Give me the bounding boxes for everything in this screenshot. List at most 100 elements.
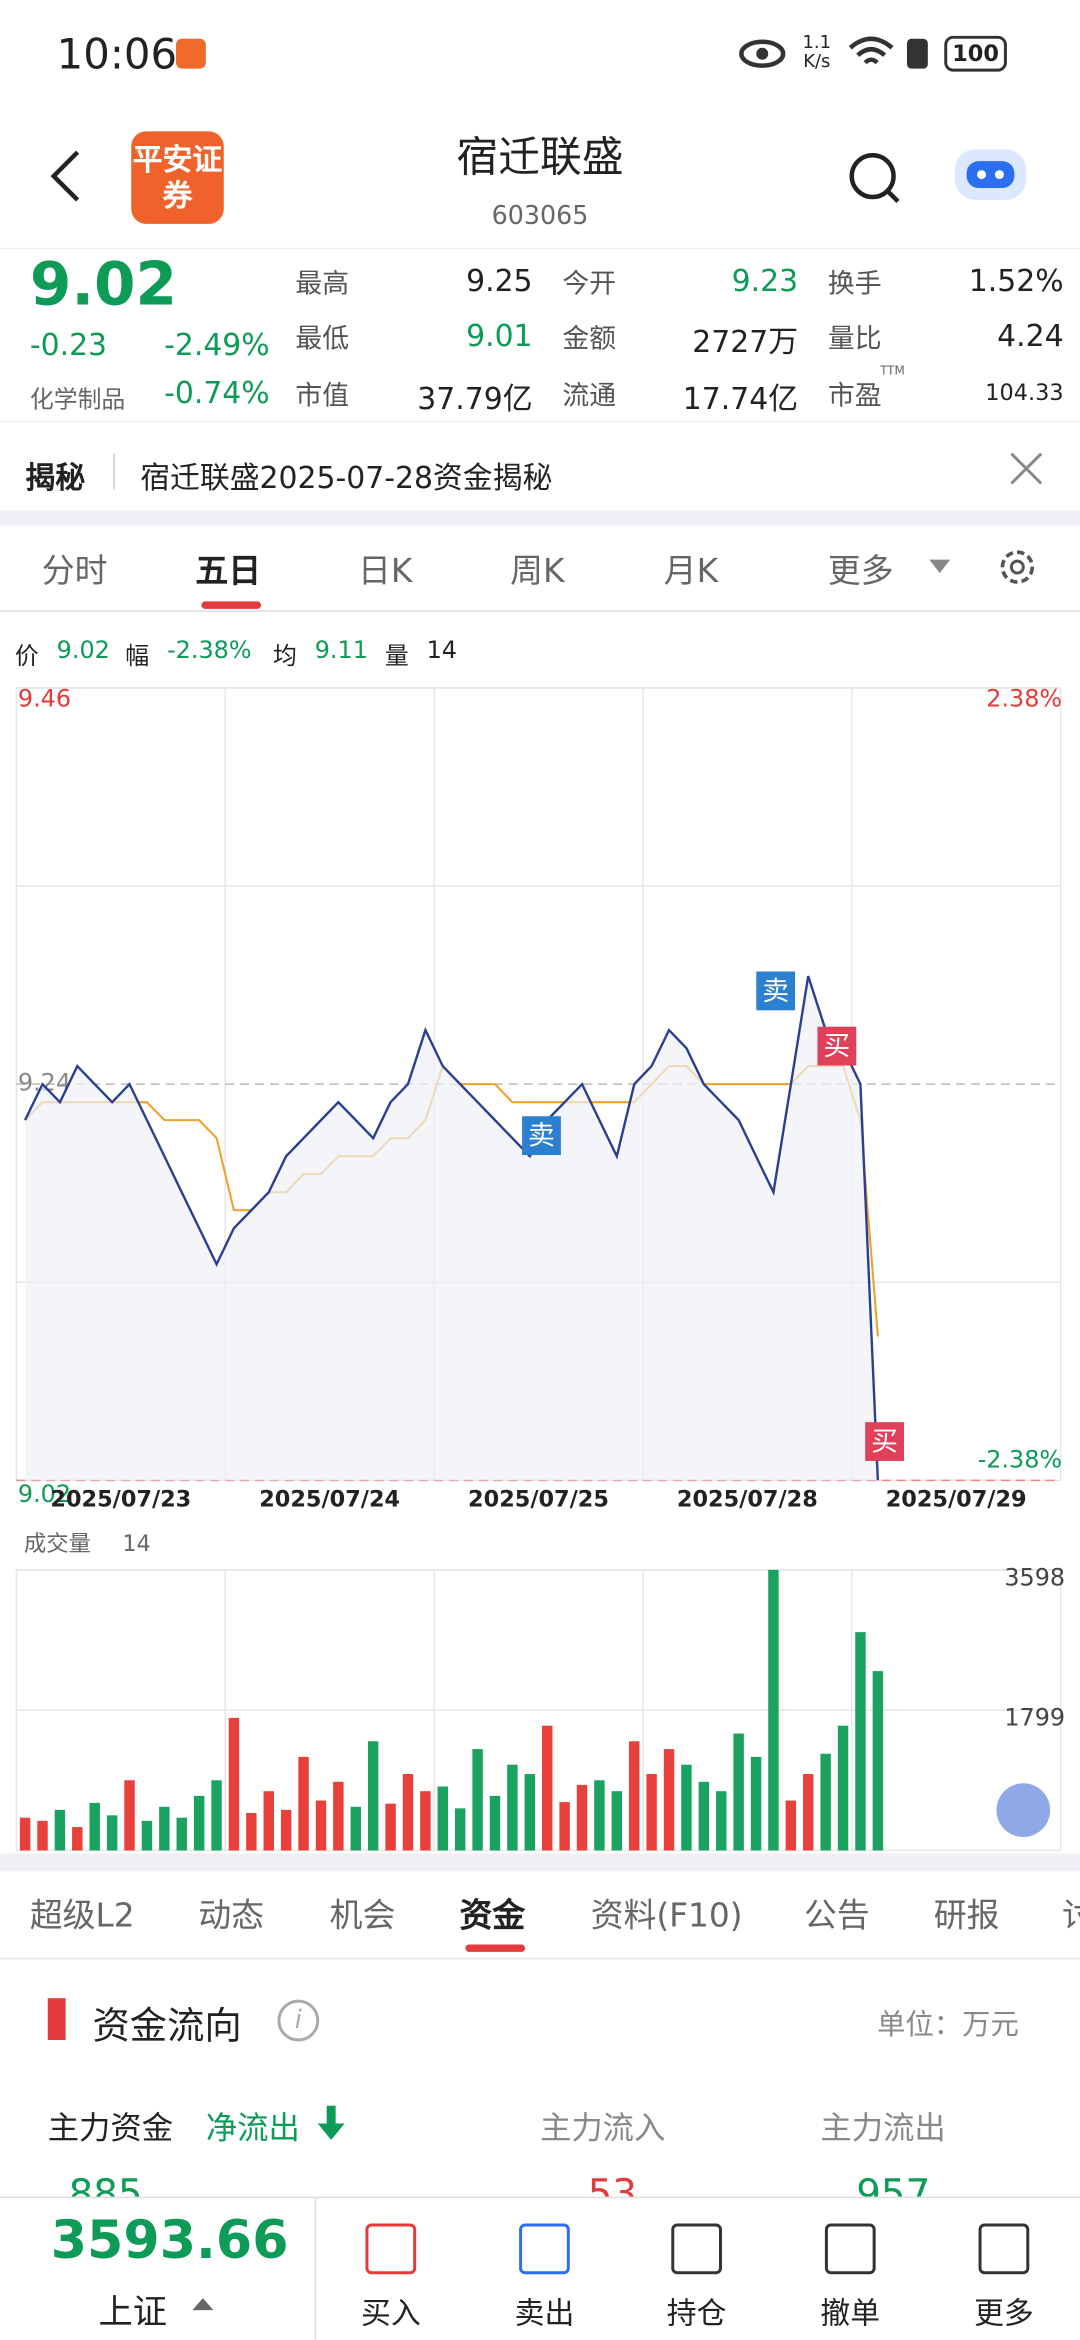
search[interactable] [844,149,904,209]
time: 10:06 [56,29,178,80]
price-line [23,975,880,1481]
info-tab[interactable]: 机会 [329,1898,396,1936]
info-tab[interactable]: 讨 [1062,1889,1080,1937]
info-tab[interactable]: 资料(F10) [590,1898,743,1936]
volume-bar [367,1741,379,1851]
volume-bar [472,1749,483,1851]
volume-bar [594,1780,605,1851]
broker-logo: 平安证券 [131,131,224,224]
chart-tab[interactable]: 周K [510,553,565,591]
volume-bar [385,1803,396,1851]
y-tick-label: 3598 [1004,1563,1065,1591]
trade-marker-label: 卖 [762,976,789,1007]
stat-value: 17.74亿 [682,380,799,417]
stat-label: 流通 [562,380,617,412]
expand[interactable] [996,1783,1051,1838]
volume-bar [837,1725,849,1851]
volume-bar [19,1817,31,1851]
info-icon[interactable]: i [277,1999,320,2042]
volume-bar [420,1791,431,1851]
ttm: TTM [880,364,905,378]
info-tab[interactable]: 超级L2 [29,1898,135,1936]
tab-underline [201,601,262,609]
info-value: 9.02 [56,635,110,665]
nav-label[interactable]: 撤单 [820,2295,881,2331]
nav-label[interactable]: 持仓 [666,2295,727,2331]
volume-bar [576,1784,588,1851]
nav-icon [824,2223,876,2275]
stat-label: 今开 [562,268,617,300]
close[interactable] [1008,451,1044,487]
chart-tab[interactable]: 分时 [41,553,108,591]
stat-label: 市盈 [827,380,882,412]
divider [113,453,115,490]
up-caret [192,2298,214,2311]
fund-title: 资金流向 [92,2004,242,2048]
stat-value: 37.79亿 [417,380,533,417]
index-value: 3593.66 [50,2211,289,2272]
info-tab[interactable]: 研报 [933,1898,1000,1936]
volume-bar [54,1809,66,1851]
info-label: 幅 [125,641,150,671]
volume-bar [681,1764,692,1851]
stat-label: 换手 [827,268,882,300]
volume-bar [246,1813,257,1851]
volume-bar [124,1780,135,1851]
volume-bar [750,1756,762,1851]
notice-text[interactable]: 宿迁联盛2025-07-28资金揭秘 [140,459,553,496]
back[interactable] [45,146,90,206]
chart-tab[interactable]: 月K [663,553,719,591]
volume-bar [402,1774,414,1851]
trade-marker-label: 买 [871,1427,898,1458]
nav-label[interactable]: 更多 [974,2295,1034,2331]
volume-bar [559,1802,570,1851]
stock-name: 宿迁联盛 [456,132,624,183]
stat-label: 量比 [827,323,882,356]
info-tab[interactable]: 资金 [459,1898,526,1936]
settings[interactable] [996,546,1038,588]
volume-bar [350,1806,361,1851]
volume-bar [298,1756,309,1851]
chart-tab[interactable]: 日K [358,553,413,591]
nav-label[interactable]: 卖出 [514,2295,575,2331]
bottom-bar [0,2196,1080,2340]
index-name[interactable]: 上证 [98,2293,168,2333]
volume-bar [106,1815,118,1851]
nav-icon [671,2223,722,2275]
x-tick-label: 2025/07/28 [677,1486,818,1512]
chart-tab[interactable]: 更多 [827,553,894,591]
robot[interactable] [949,140,1033,209]
notice-tag: 揭秘 [25,459,86,496]
volume-bar [211,1780,222,1851]
stat-value: 9.25 [466,262,533,299]
stat-value: 1.52% [968,262,1064,299]
x-tick-label: 2025/07/29 [886,1486,1027,1512]
price-area [25,976,878,1481]
speed-unit: K/s [803,50,831,72]
tab-underline [465,1944,526,1952]
nav-icon [978,2223,1030,2275]
speed: 1.1 [802,31,832,53]
volume-bar [820,1753,831,1851]
dropdown[interactable] [928,555,952,579]
sector: 化学制品 [29,385,126,414]
stat-value: 9.01 [466,317,533,354]
divider [314,2196,317,2340]
chart-tab[interactable]: 五日 [195,553,262,591]
stat-value: 4.24 [997,317,1064,354]
info-label: 量 [384,641,409,671]
volume-bar [872,1671,884,1851]
volume-bar [803,1774,814,1851]
info-tab[interactable]: 公告 [804,1898,870,1936]
change: -0.23 [29,326,108,363]
volume-bar [280,1809,292,1851]
stat-value: 9.23 [731,262,799,299]
signal-icons [848,36,928,69]
info-tab[interactable]: 动态 [198,1898,265,1936]
y-tick-label: 9.02 [18,1480,71,1508]
nav-label[interactable]: 买入 [360,2295,421,2331]
volume-bar [524,1774,536,1851]
stat-label: 金额 [562,323,617,356]
